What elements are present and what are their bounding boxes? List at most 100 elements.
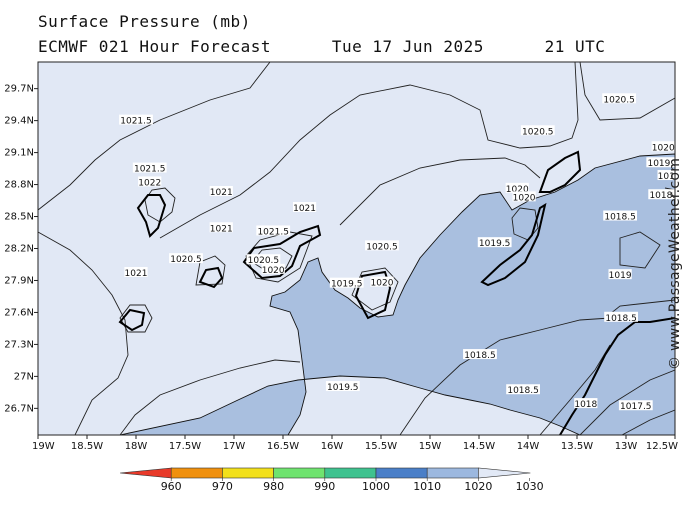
isobar-label-bg: [329, 277, 364, 288]
chart-title: Surface Pressure (mb): [38, 12, 251, 31]
colorbar: 960 970 980 990 1000 1010 1020 1030: [119, 467, 544, 493]
coastline-elhierro: [118, 308, 146, 332]
isobar-label-bg: [209, 222, 233, 233]
isobar-label-bg: [169, 253, 203, 264]
isobar-label-bg: [646, 157, 675, 168]
colorbar-label: 990: [314, 480, 335, 493]
isobar-label: 1020: [262, 266, 285, 276]
lat-label: 27.6N: [4, 307, 34, 318]
colorbar-segment: [478, 467, 531, 479]
isobar-label-bg: [261, 263, 285, 274]
isobar-label-bg: [574, 398, 598, 409]
colorbar-label: 1010: [413, 480, 441, 493]
isobar-1017_5-south: [621, 409, 675, 435]
isobar-label: 1019.5: [327, 383, 359, 393]
isobar-label: 1018.5: [605, 314, 637, 324]
coastline-grancanaria: [354, 270, 392, 320]
lon-label: 14.5W: [463, 441, 495, 452]
isobar-1020-lanzarote: [511, 207, 539, 241]
lon-label: 16.5W: [267, 441, 299, 452]
colorbar-segment: [222, 467, 274, 479]
coastline-gomera: [198, 266, 224, 289]
isobar-1018_5-east: [619, 231, 661, 269]
colorbar-label: 1000: [362, 480, 390, 493]
isobar-label: 1021: [293, 204, 316, 214]
isobar-label: 1018: [574, 400, 597, 410]
isobar-label: 1022: [138, 178, 161, 188]
isobar-label-bg: [512, 191, 536, 202]
isobar-label-bg: [648, 189, 675, 200]
isobar-label: 1018.5: [507, 386, 539, 396]
coastline-lapalma: [136, 194, 167, 238]
isobar-label-bg: [209, 186, 233, 197]
isobar-label: 1021.5: [257, 227, 289, 237]
lon-label: 15.5W: [365, 441, 397, 452]
isobar-label: 1021.5: [134, 165, 166, 175]
isobar-label-bg: [119, 114, 153, 125]
isobar-label-bg: [124, 267, 148, 278]
fill-1010-1020: [119, 153, 675, 435]
latitude-axis: 29.7N 29.4N 29.1N 28.8N 28.5N 28.2N 27.9N 27.6N…: [4, 84, 38, 414]
isobar-label: 1020.5: [170, 255, 202, 265]
isobar-label-bg: [132, 162, 167, 173]
isobar-label: 1021: [125, 269, 148, 279]
coastline-fuerteventura: [480, 202, 547, 287]
lat-label: 29.1N: [4, 148, 34, 159]
lon-label: 17.5W: [169, 441, 201, 452]
lat-label: 28.2N: [4, 244, 34, 255]
isobar-label: 1020: [506, 185, 529, 195]
lat-label: 29.4N: [4, 116, 34, 127]
isobar-label: 1020.5: [248, 256, 280, 266]
lat-label: 27.3N: [4, 339, 34, 350]
colorbar-segment: [170, 467, 223, 479]
isobar-1020-west-coast: [38, 231, 129, 435]
isobar-label: 1020: [513, 193, 536, 203]
isobar-label: 1017.5: [620, 402, 652, 412]
colorbar-segment: [273, 467, 326, 479]
isobar-label-bg: [618, 400, 653, 411]
colorbar-segment: [324, 467, 377, 479]
isobar-label: 1020: [371, 279, 394, 289]
isobar-label: 1021.5: [120, 117, 152, 127]
isobar-label: 1019.5: [647, 159, 679, 169]
lon-label: 18W: [125, 441, 148, 452]
lat-label: 29.7N: [4, 84, 34, 95]
isobar-label: 1020: [652, 143, 675, 153]
forecast-subtitle: ECMWF 021 Hour Forecast Tue 17 Jun 2025 …: [38, 37, 606, 56]
colorbar-label: 970: [212, 480, 233, 493]
isobar-label-bg: [602, 93, 637, 104]
isobar-label-bg: [365, 240, 399, 251]
isobar-label-bg: [477, 237, 512, 248]
isobar-label-bg: [325, 381, 360, 392]
isobar-label-bg: [506, 384, 540, 395]
isobar-label: 1018.5: [604, 213, 636, 223]
isobar-label-bg: [292, 202, 317, 213]
coastline-tenerife: [242, 224, 322, 280]
lon-label: 15W: [419, 441, 442, 452]
colorbar-label: 1030: [516, 480, 544, 493]
lat-label: 27N: [14, 371, 34, 382]
isobar-label-bg: [520, 125, 555, 136]
colorbar-label: 960: [161, 480, 182, 493]
colorbar-label: 1020: [464, 480, 492, 493]
isobar-label-bg: [608, 269, 632, 280]
lon-label: 18.5W: [71, 441, 103, 452]
lat-label: 27.9N: [4, 275, 34, 286]
isobar-label-bg: [505, 182, 529, 193]
longitude-axis: 19W 18.5W 18W 17.5W 17W 16.5W 16W 15.5W 15W 14.5W…: [32, 435, 678, 452]
isobar-label-bg: [370, 276, 394, 287]
isobar-label: 1021: [210, 224, 233, 234]
isobar-label-bg: [603, 210, 638, 221]
lat-label: 28.8N: [4, 180, 34, 191]
isobar-1021-west: [38, 62, 271, 211]
isobar-label: 1018.5: [649, 191, 681, 201]
isobar-label-bg: [256, 225, 291, 236]
isobar-label: 1020.5: [603, 95, 635, 105]
isobar-label-bg: [657, 170, 675, 181]
lon-label: 14W: [517, 441, 540, 452]
coastline-lanzarote: [538, 150, 582, 193]
isobar-1021-lapalma: [119, 304, 153, 333]
isobar-1018_5-south: [399, 317, 611, 435]
isobar-label: 1019: [658, 172, 681, 182]
